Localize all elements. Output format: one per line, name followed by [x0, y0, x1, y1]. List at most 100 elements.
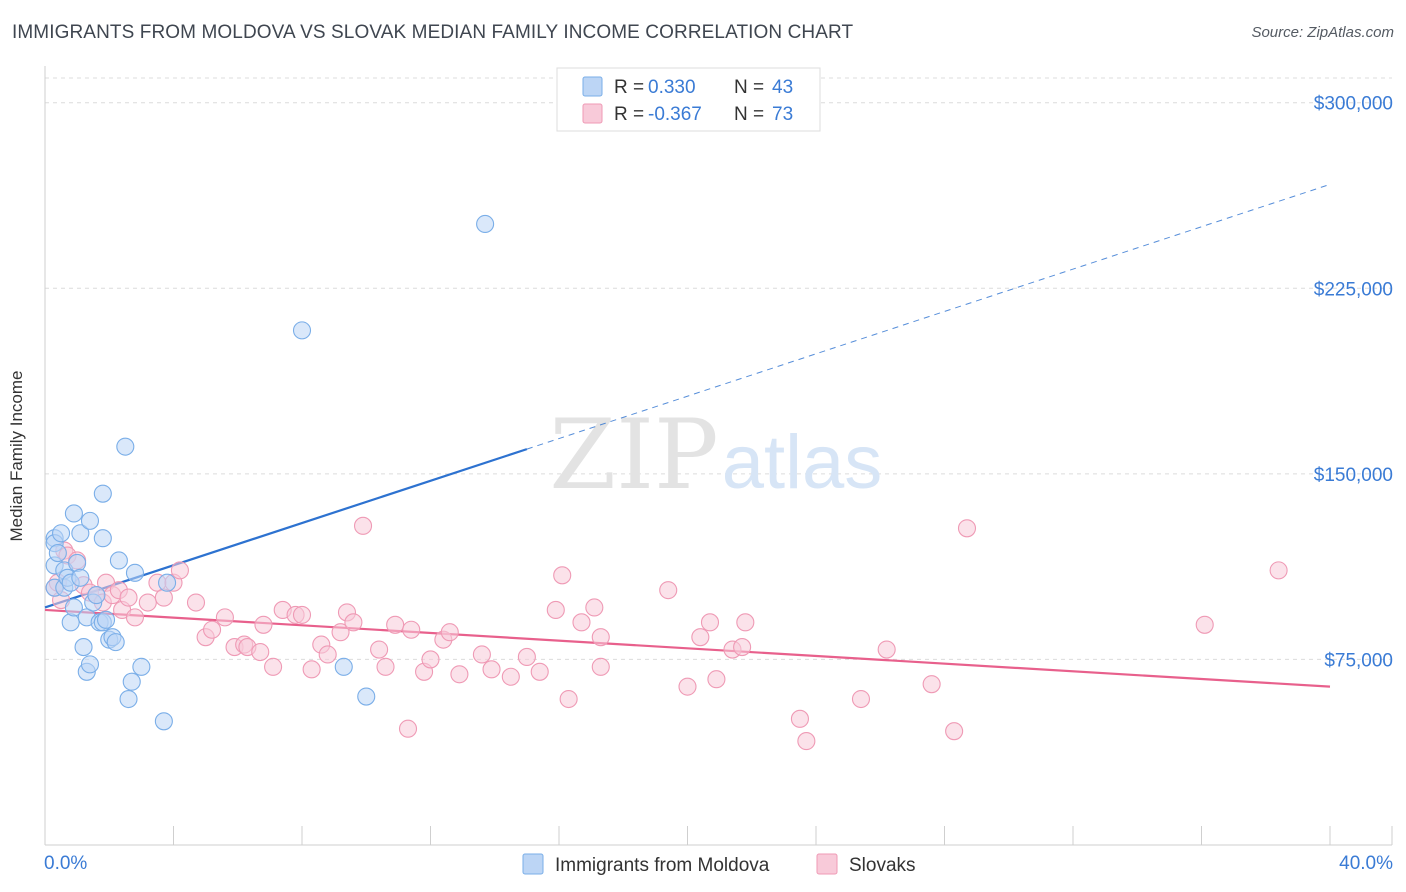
watermark-zip: ZIP — [549, 399, 718, 511]
moldova-point — [52, 524, 71, 543]
slovaks-point — [251, 642, 270, 662]
moldova-legend-swatch-bottom[interactable] — [522, 853, 544, 875]
moldova-point — [96, 610, 116, 629]
slovaks-point — [376, 657, 395, 676]
slovaks-point — [530, 662, 549, 681]
moldova-point — [93, 484, 112, 503]
slovaks-point — [1195, 615, 1214, 634]
slovaks-point — [1269, 561, 1288, 580]
slovaks-point — [591, 628, 610, 647]
y-tick-label: $300,000 — [1314, 94, 1393, 115]
stats-legend: R = 0.330 N = 43 R = -0.367 N = 73 — [556, 67, 821, 132]
r-label: R = — [614, 104, 644, 125]
moldova-point — [292, 321, 312, 340]
n-label: N = — [734, 77, 764, 98]
moldova-point — [357, 687, 376, 706]
y-tick-label: $75,000 — [1324, 650, 1393, 671]
n-label: N = — [734, 104, 764, 125]
moldova-point — [64, 504, 83, 523]
slovaks-point — [957, 519, 977, 538]
slovaks-point — [472, 645, 491, 664]
slovaks-point — [264, 657, 283, 676]
slovaks-point — [119, 588, 138, 607]
slovaks-point — [790, 709, 809, 728]
slovaks-point — [591, 657, 610, 676]
y-tick-label: $225,000 — [1314, 279, 1393, 300]
slovaks-point — [398, 719, 418, 738]
moldova-point — [158, 573, 177, 592]
moldova-point — [80, 511, 100, 530]
slovaks-point — [700, 613, 720, 632]
slovaks-point — [797, 732, 816, 751]
slovaks-point — [733, 638, 752, 657]
moldova-legend-swatch — [582, 76, 603, 97]
tick-labels: $75,000 $150,000 $225,000 $300,000 0.0% 40.0% — [44, 94, 1393, 874]
slovaks-point — [851, 689, 871, 709]
moldova-point — [119, 689, 138, 709]
moldova-point — [154, 712, 173, 731]
slovaks-point — [344, 613, 363, 632]
slovaks-point — [292, 605, 312, 624]
slovaks-point — [572, 613, 591, 632]
moldova-point — [68, 553, 87, 572]
watermark-atlas: atlas — [722, 420, 883, 505]
slovaks-point — [877, 640, 896, 659]
moldova-point — [116, 437, 135, 456]
slovaks-point — [945, 722, 964, 741]
slovaks-point — [125, 608, 144, 627]
x-tick-label-min: 0.0% — [44, 853, 87, 874]
points — [45, 214, 1288, 751]
slovaks-point — [186, 593, 206, 612]
slovaks-point — [482, 660, 501, 679]
slovaks-point — [154, 588, 173, 607]
moldova-point — [334, 657, 353, 676]
moldova-point — [122, 672, 141, 691]
moldova-point — [109, 551, 128, 570]
x-tick-label-max: 40.0% — [1339, 853, 1393, 874]
moldova-legend-label[interactable]: Immigrants from Moldova — [555, 855, 770, 876]
slovaks-point — [585, 598, 604, 617]
slovaks-point — [331, 623, 350, 642]
slovaks-point — [170, 561, 189, 580]
chart-title: IMMIGRANTS FROM MOLDOVA VS SLOVAK MEDIAN… — [12, 22, 854, 43]
moldova-point — [80, 655, 100, 674]
slovaks-point — [440, 623, 459, 642]
r-value: 0.330 — [648, 77, 696, 98]
axes — [44, 66, 1393, 846]
slovaks-point — [678, 677, 697, 696]
slovaks-point — [559, 689, 578, 709]
slovaks-point — [546, 600, 565, 620]
slovaks-point — [736, 613, 755, 632]
moldova-point — [48, 543, 67, 563]
slovaks-legend-swatch — [582, 103, 603, 124]
series-legend: Immigrants from Moldova Slovaks — [522, 853, 916, 876]
source-label: Source: ZipAtlas.com — [1251, 24, 1394, 41]
moldova-trendline-extension — [526, 183, 1331, 450]
slovaks-point — [501, 667, 520, 686]
slovaks-point — [402, 620, 421, 639]
slovaks-point — [517, 647, 536, 667]
r-label: R = — [614, 77, 644, 98]
slovaks-point — [450, 665, 469, 684]
slovaks-point — [203, 620, 222, 639]
moldova-point — [93, 529, 112, 548]
slovaks-point — [691, 628, 710, 647]
n-value: 43 — [772, 77, 793, 98]
slovaks-point — [353, 516, 373, 535]
moldova-trendline — [44, 448, 528, 609]
slovaks-point — [421, 650, 440, 669]
slovaks-legend-label[interactable]: Slovaks — [849, 855, 916, 876]
moldova-point — [71, 568, 90, 587]
moldova-point — [74, 638, 93, 657]
slovaks-point — [254, 615, 273, 634]
moldova-point — [132, 657, 151, 676]
n-value: 73 — [772, 104, 793, 125]
slovaks-point — [370, 640, 389, 659]
moldova-point — [87, 586, 106, 605]
moldova-point — [476, 214, 495, 234]
slovaks-point — [302, 660, 321, 679]
slovaks-legend-swatch-bottom[interactable] — [816, 853, 838, 875]
moldova-point — [61, 613, 80, 632]
r-value: -0.367 — [648, 104, 702, 125]
slovaks-point — [318, 645, 337, 664]
